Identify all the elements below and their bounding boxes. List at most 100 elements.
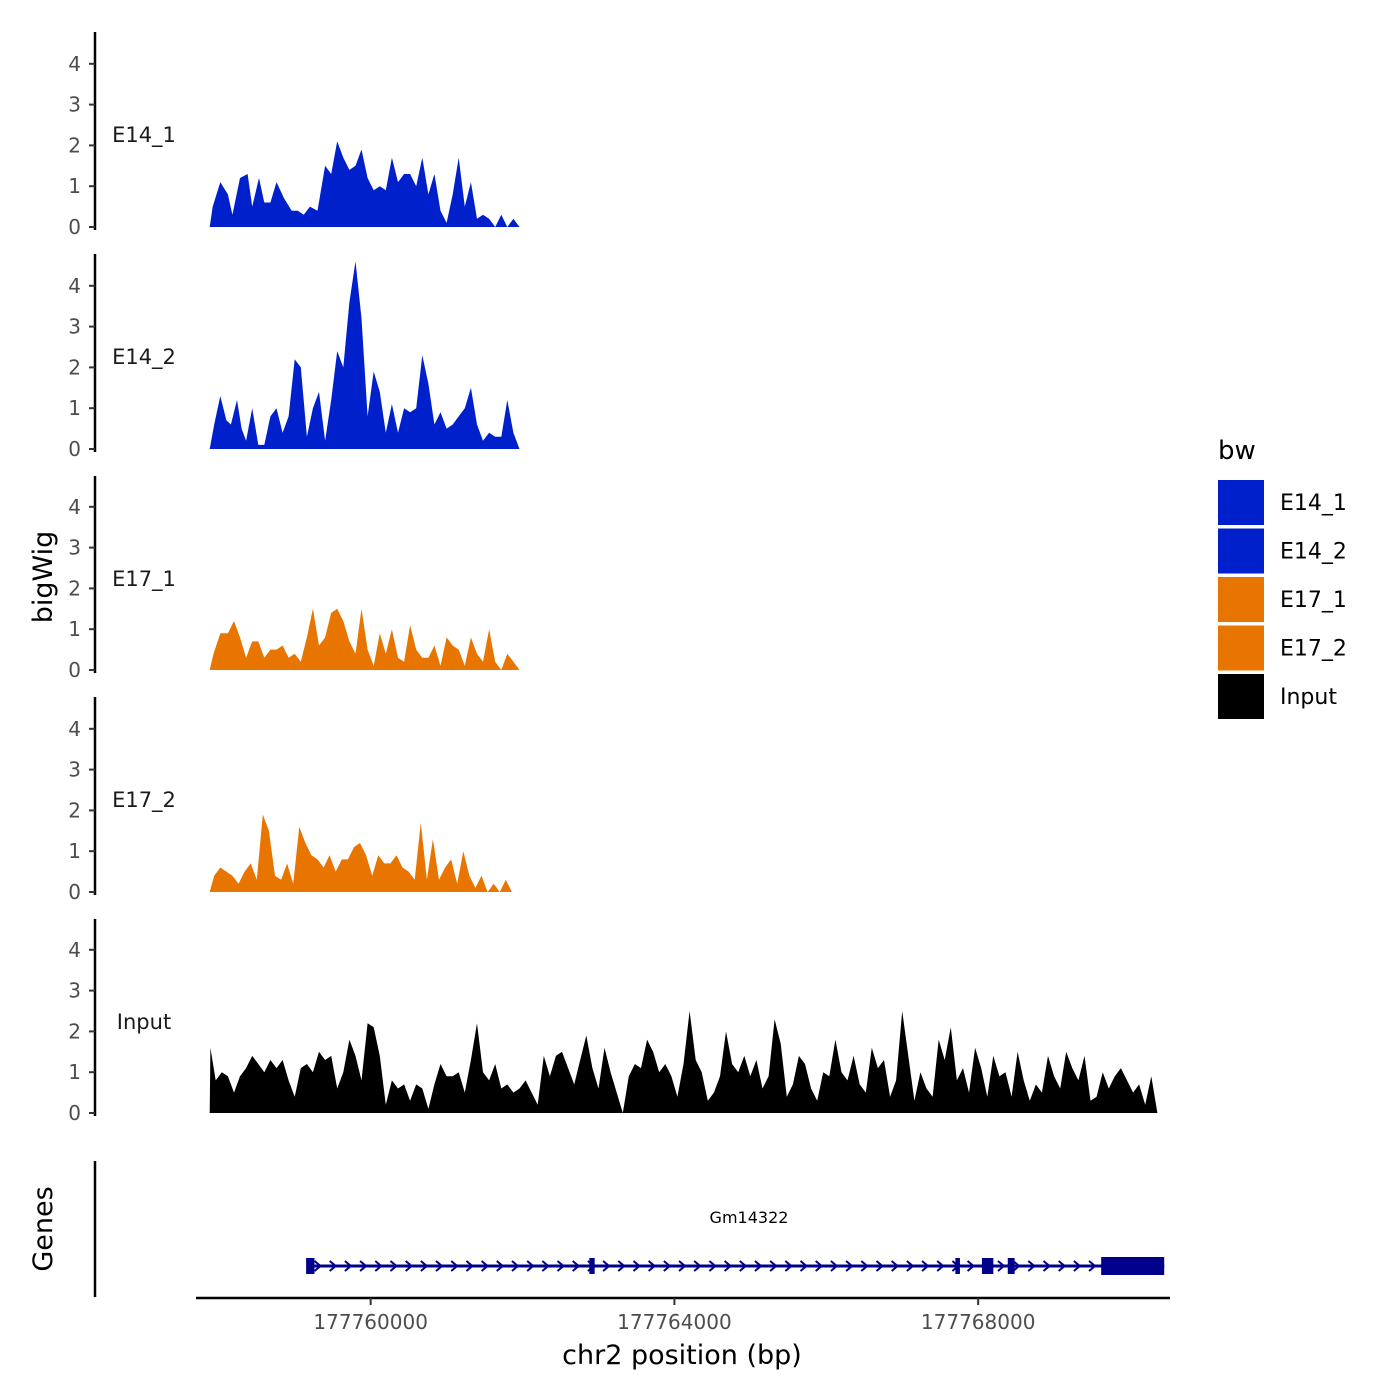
y-tick-label: 4 <box>68 938 81 962</box>
gene-strand-arrow <box>526 1260 535 1272</box>
track-label: E17_1 <box>112 567 176 592</box>
gene-strand-arrow <box>739 1260 748 1272</box>
signal-area-E17_1 <box>209 608 520 670</box>
y-tick-label: 1 <box>68 617 81 641</box>
gene-strand-arrow <box>906 1260 915 1272</box>
legend-title: bw <box>1218 436 1256 466</box>
y-tick-label: 1 <box>68 396 81 420</box>
legend-swatch <box>1218 480 1264 525</box>
y-tick-label: 0 <box>68 215 81 239</box>
legend-swatch <box>1218 674 1264 719</box>
gene-strand-arrow <box>632 1260 642 1272</box>
gene-strand-arrow <box>1042 1260 1052 1272</box>
gene-strand-arrow <box>556 1260 566 1272</box>
gene-strand-arrow <box>845 1260 854 1272</box>
y-tick-label: 3 <box>68 758 81 782</box>
y-tick-label: 4 <box>68 717 81 741</box>
gene-strand-arrow <box>313 1260 323 1272</box>
y-tick-label: 1 <box>68 174 81 198</box>
signal-area-E17_2 <box>209 814 520 892</box>
y-tick-label: 0 <box>68 437 81 461</box>
gene-strand-arrow <box>936 1260 945 1272</box>
x-tick-label: 177764000 <box>617 1310 732 1334</box>
gene-strand-arrow <box>966 1260 976 1272</box>
gene-strand-arrow <box>723 1260 733 1272</box>
gene-strand-arrow <box>997 1260 1006 1272</box>
gene-strand-arrow <box>450 1260 459 1272</box>
gene-strand-arrow <box>663 1260 672 1272</box>
legend-swatch <box>1218 625 1264 671</box>
y-tick-label: 0 <box>68 880 81 904</box>
tracks-layer: 0 1 2 3 4 E14_1 0 1 2 3 4 E14_2 0 1 2 3 4 E17_1 0 1 2 3 4 E17_2… <box>68 32 1158 1125</box>
y-tick-label: 0 <box>68 658 81 682</box>
y-tick-label: 3 <box>68 315 81 339</box>
gene-strand-arrow <box>374 1260 383 1272</box>
gene-strand-arrow <box>1027 1260 1036 1272</box>
gene-strand-arrow <box>875 1260 885 1272</box>
signal-area-Input <box>209 1011 1158 1113</box>
gene-strand-arrow <box>404 1260 414 1272</box>
gene-strand-arrow <box>602 1260 611 1272</box>
gene-strand-arrow <box>541 1260 550 1272</box>
genes-track: Gm14322 <box>93 1161 1165 1297</box>
y-tick-label: 4 <box>68 495 81 519</box>
legend-swatch <box>1218 577 1264 622</box>
track-E17_1: 0 1 2 3 4 E17_1 <box>68 476 520 682</box>
gene-strand-arrow <box>344 1260 353 1272</box>
y-tick-label: 2 <box>68 576 81 600</box>
genes-axis-title: Genes <box>28 1186 59 1271</box>
gene-strand-arrow <box>708 1260 717 1272</box>
gene-strand-arrow <box>1073 1260 1082 1272</box>
track-E14_2: 0 1 2 3 4 E14_2 <box>68 254 520 461</box>
track-E14_1: 0 1 2 3 4 E14_1 <box>68 32 524 239</box>
y-tick-label: 0 <box>68 1101 81 1125</box>
legend-label: E17_1 <box>1280 588 1347 613</box>
x-axis-title: chr2 position (bp) <box>562 1340 802 1371</box>
gene-strand-arrow <box>647 1260 657 1272</box>
gene-exon <box>981 1258 994 1274</box>
gene-strand-arrow <box>465 1260 474 1272</box>
gene-strand-arrow <box>815 1260 824 1272</box>
gene-strand-arrow <box>329 1260 338 1272</box>
legend-label: E14_2 <box>1280 540 1347 565</box>
gene-strand-arrow <box>359 1260 368 1272</box>
gene-strand-arrow <box>435 1260 444 1272</box>
gene-strand-arrow <box>1012 1260 1021 1272</box>
legend-label: E17_2 <box>1280 637 1347 662</box>
track-label: E17_2 <box>112 788 176 813</box>
track-Input: 0 1 2 3 4 Input <box>68 919 1158 1125</box>
gene-strand-arrow <box>890 1260 900 1272</box>
gene-strand-arrow <box>754 1260 763 1272</box>
y-tick-label: 2 <box>68 798 81 822</box>
gene-strand-arrow <box>617 1260 626 1272</box>
legend-swatch <box>1218 528 1264 574</box>
y-tick-label: 3 <box>68 536 81 560</box>
gene-strand-arrow <box>830 1260 839 1272</box>
y-axis-title: bigWig <box>28 531 59 624</box>
legend-label: Input <box>1280 685 1337 710</box>
gene-strand-arrow <box>389 1260 399 1272</box>
signal-area-E14_2 <box>209 261 520 449</box>
gene-strand-arrow <box>496 1260 505 1272</box>
gene-exon <box>1101 1257 1165 1275</box>
gene-exon <box>306 1258 315 1274</box>
gene-strand-arrow <box>1088 1260 1097 1272</box>
gene-strand-arrow <box>480 1260 490 1272</box>
gene-exon <box>1007 1258 1015 1274</box>
y-tick-label: 2 <box>68 1019 81 1043</box>
gene-strand-arrow <box>1058 1260 1067 1272</box>
gene-exon <box>589 1258 595 1274</box>
y-tick-label: 3 <box>68 93 81 117</box>
y-tick-label: 2 <box>68 355 81 379</box>
legend-label: E14_1 <box>1280 491 1347 516</box>
gene-strand-arrow <box>769 1260 778 1272</box>
y-tick-label: 4 <box>68 52 81 76</box>
gene-strand-arrow <box>420 1260 429 1272</box>
gene-strand-arrow <box>799 1260 809 1272</box>
track-E17_2: 0 1 2 3 4 E17_2 <box>68 697 520 904</box>
track-label: E14_2 <box>112 345 176 370</box>
x-tick-label: 177768000 <box>921 1310 1036 1334</box>
y-tick-label: 1 <box>68 1060 81 1084</box>
gene-strand-arrow <box>572 1260 581 1272</box>
